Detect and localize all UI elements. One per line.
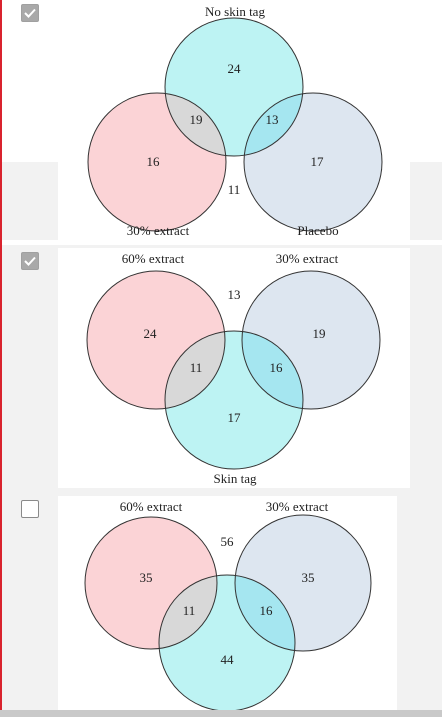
value-no-tag-placebo: 13 — [266, 112, 279, 127]
value-30-third: 16 — [260, 603, 274, 618]
row-1-gutter — [2, 162, 58, 240]
row-1-right-gutter — [410, 162, 442, 240]
overlap-no-tag-30 — [165, 93, 226, 156]
value-third-only: 44 — [221, 652, 235, 667]
value-30-only: 35 — [302, 570, 315, 585]
label-30-extract: 30% extract — [266, 499, 329, 514]
value-60-only: 24 — [144, 326, 158, 341]
label-placebo: Placebo — [297, 223, 338, 238]
label-skin-tag: Skin tag — [214, 471, 257, 486]
overlap-30-skin-tag — [242, 331, 303, 409]
option-3-checkbox[interactable] — [21, 500, 39, 518]
option-1-checkbox[interactable] — [21, 4, 39, 22]
overlap-60-skin-tag — [165, 331, 225, 409]
label-30-extract: 30% extract — [127, 223, 190, 238]
label-60-extract: 60% extract — [122, 251, 185, 266]
value-outside: 56 — [221, 534, 235, 549]
value-outside: 11 — [228, 182, 241, 197]
left-accent-bar — [0, 0, 2, 717]
value-60-third: 11 — [183, 603, 196, 618]
checkmark-icon — [24, 256, 36, 266]
value-no-tag-only: 24 — [228, 61, 242, 76]
option-2-checkbox[interactable] — [21, 252, 39, 270]
overlap-no-tag-placebo — [244, 93, 303, 156]
label-30-extract: 30% extract — [276, 251, 339, 266]
value-60-skin-tag: 11 — [190, 360, 203, 375]
label-60-extract: 60% extract — [120, 499, 183, 514]
value-placebo-only: 17 — [311, 154, 325, 169]
value-30-only: 16 — [147, 154, 161, 169]
overlap-30-third — [235, 515, 371, 651]
horizontal-scrollbar[interactable] — [0, 710, 442, 717]
overlap-60-third — [85, 517, 217, 649]
label-no-skin-tag: No skin tag — [205, 4, 265, 19]
value-outside: 13 — [228, 287, 241, 302]
checkmark-icon — [24, 8, 36, 18]
value-60-only: 35 — [140, 570, 153, 585]
venn-diagram-1: No skin tag 30% extract Placebo 24 19 13… — [87, 4, 383, 238]
value-skin-tag-only: 17 — [228, 410, 242, 425]
value-30-only: 19 — [313, 326, 326, 341]
value-no-tag-30: 19 — [190, 112, 203, 127]
value-30-skin-tag: 16 — [270, 360, 284, 375]
